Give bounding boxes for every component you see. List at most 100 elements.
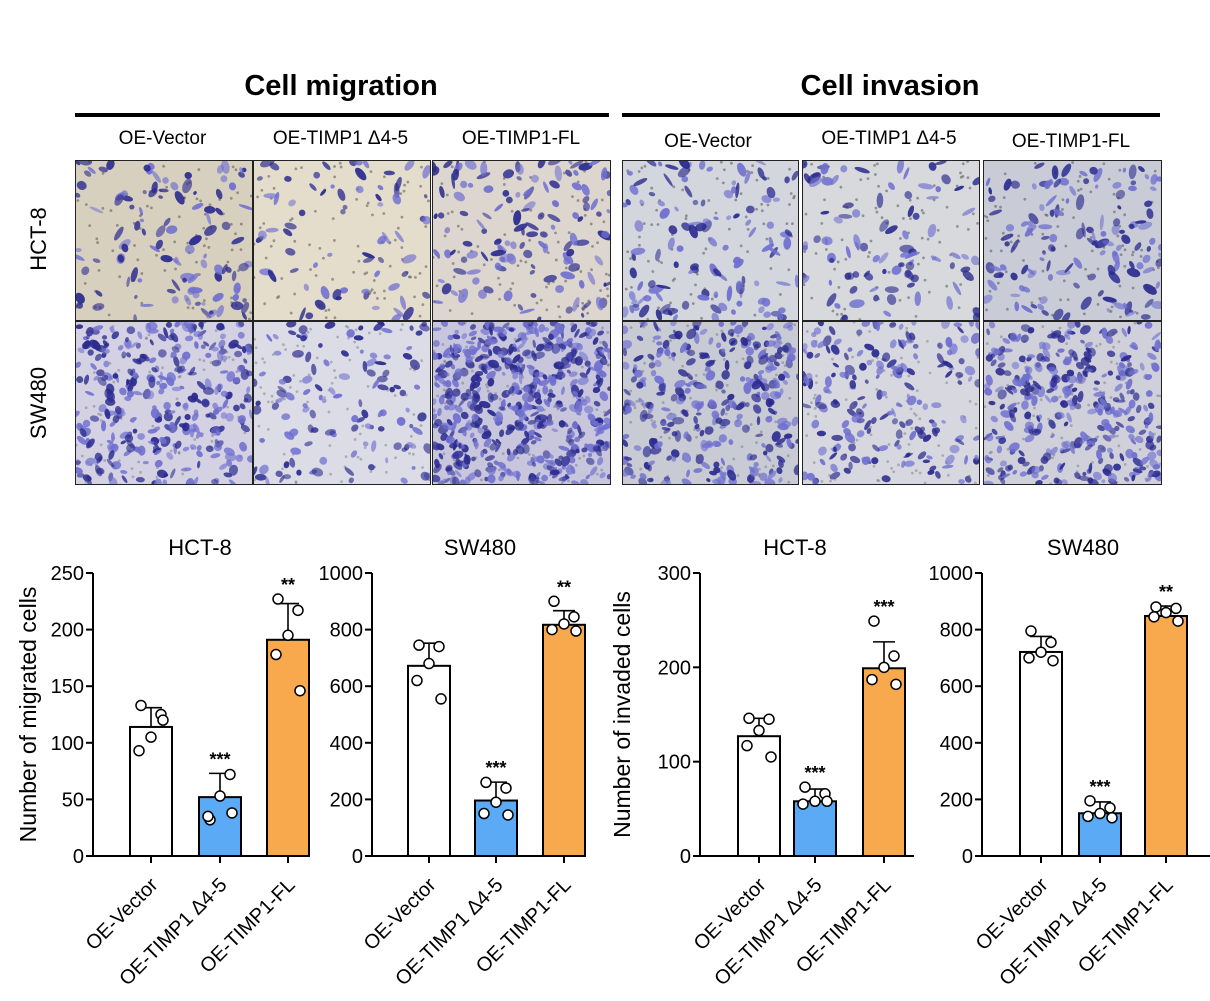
data-point: [743, 712, 755, 725]
data-point: [433, 640, 445, 653]
data-point: [878, 661, 890, 674]
significance-label: ***: [873, 597, 894, 617]
section-rule-invasion: [622, 113, 1160, 117]
data-point: [741, 739, 753, 752]
data-point: [272, 593, 284, 605]
data-point: [753, 724, 765, 737]
chart-title: HCT-8: [763, 535, 827, 560]
data-point: [1045, 636, 1057, 649]
section-rule-migration: [75, 113, 609, 117]
chart-title: SW480: [444, 535, 516, 560]
data-point: [1170, 602, 1182, 615]
data-point: [866, 673, 878, 686]
data-point: [423, 657, 435, 670]
data-point: [1023, 652, 1035, 664]
bar: [862, 667, 906, 857]
y-axis-label: Number of migrated cells: [15, 587, 41, 843]
data-point: [226, 807, 238, 819]
column-label: OE-TIMP1 Δ4-5: [821, 128, 957, 149]
data-point: [480, 776, 492, 789]
y-tick-label: 0: [680, 846, 691, 868]
data-point: [282, 629, 294, 642]
micrograph-panel: [622, 160, 799, 321]
data-point: [1082, 810, 1094, 823]
bar: [793, 800, 837, 858]
data-point: [1160, 606, 1172, 619]
data-point: [133, 744, 145, 757]
y-tick-label: 200: [51, 620, 84, 642]
y-tick-label: 200: [330, 789, 363, 811]
data-point: [1150, 601, 1162, 613]
data-point: [1104, 802, 1116, 814]
data-point: [202, 810, 214, 823]
y-tick-label: 1000: [319, 563, 364, 585]
column-label: OE-TIMP1-FL: [461, 128, 581, 149]
data-point: [1106, 812, 1118, 824]
significance-label: **: [557, 577, 571, 597]
data-point: [1047, 654, 1059, 667]
micrograph-panel: [75, 321, 253, 485]
micrograph-panel: [432, 160, 611, 321]
data-point: [1094, 807, 1106, 820]
data-point: [292, 604, 304, 617]
y-tick-label: 0: [352, 846, 363, 868]
section-title-migration: Cell migration: [244, 70, 438, 102]
micrograph-panel: [983, 160, 1162, 321]
data-point: [145, 731, 157, 743]
y-tick-label: 250: [51, 563, 84, 585]
data-point: [157, 714, 169, 726]
column-label: OE-TIMP1 Δ4-5: [272, 128, 409, 149]
data-point: [821, 795, 833, 808]
significance-label: ***: [209, 749, 230, 769]
data-point: [797, 798, 809, 810]
column-label: OE-Vector: [664, 131, 752, 152]
bar: [1019, 650, 1063, 857]
chart-title: HCT-8: [168, 535, 232, 560]
data-point: [270, 648, 282, 661]
y-tick-label: 50: [62, 789, 84, 811]
y-axis-label: Number of invaded cells: [609, 591, 635, 838]
significance-label: **: [281, 575, 295, 595]
micrograph-panel: [802, 321, 980, 485]
data-point: [490, 796, 502, 808]
data-point: [224, 768, 236, 781]
data-point: [799, 781, 811, 793]
data-point: [135, 699, 147, 712]
chart-title: SW480: [1047, 535, 1119, 560]
data-point: [809, 795, 821, 808]
y-tick-label: 600: [330, 676, 363, 698]
data-point: [548, 595, 560, 608]
y-tick-label: 400: [330, 733, 363, 755]
y-tick-label: 0: [962, 846, 973, 868]
y-tick-label: 1000: [929, 563, 974, 585]
y-tick-label: 800: [940, 620, 973, 642]
data-point: [411, 674, 423, 687]
bar: [737, 735, 781, 857]
micrograph-panel: [802, 160, 980, 321]
data-point: [1025, 625, 1037, 637]
bar: [198, 796, 242, 857]
y-tick-label: 100: [51, 733, 84, 755]
y-tick-label: 200: [940, 789, 973, 811]
micrograph-panel: [622, 321, 799, 485]
data-point: [500, 782, 512, 794]
significance-label: ***: [804, 763, 825, 783]
data-point: [413, 639, 425, 651]
y-tick-label: 800: [330, 620, 363, 642]
column-label: OE-Vector: [118, 128, 207, 149]
data-point: [478, 807, 490, 820]
y-tick-label: 100: [658, 752, 691, 774]
micrograph-panel: [983, 321, 1162, 485]
data-point: [1084, 795, 1096, 807]
data-point: [763, 713, 775, 725]
data-point: [502, 809, 514, 821]
data-point: [765, 751, 777, 763]
bar: [266, 638, 310, 858]
significance-label: ***: [485, 758, 506, 778]
data-point: [570, 625, 582, 637]
significance-label: **: [1159, 582, 1173, 602]
data-point: [568, 611, 580, 623]
data-point: [890, 678, 902, 691]
y-tick-label: 200: [658, 657, 691, 679]
